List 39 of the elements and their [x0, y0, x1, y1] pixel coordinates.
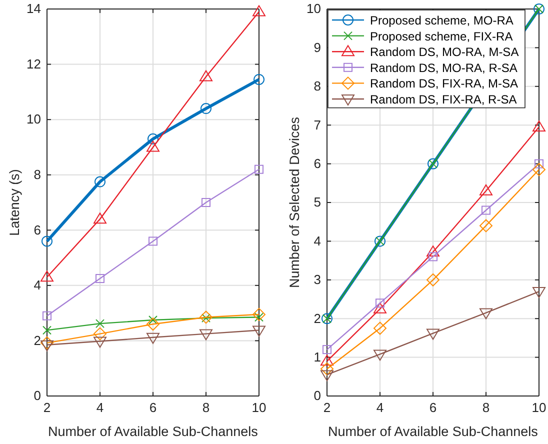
y-axis-title: Number of Selected Devices	[287, 116, 302, 288]
x-tick-label: 4	[96, 400, 104, 416]
legend-label: Proposed scheme, FIX-RA	[370, 29, 513, 44]
legend-label: Random DS, FIX-RA, R-SA	[370, 92, 517, 106]
x-tick-label: 10	[532, 400, 546, 416]
legend-label: Proposed scheme, MO-RA	[370, 14, 514, 28]
y-tick-label: 10	[26, 112, 41, 127]
legend-label: Random DS, FIX-RA, M-SA	[370, 76, 518, 91]
y-tick-label: 0	[34, 388, 41, 404]
y-tick-label: 2	[34, 332, 41, 348]
x-tick-label: 6	[429, 400, 437, 416]
y-tick-label: 4	[34, 278, 41, 293]
y-tick-label: 4	[314, 233, 321, 248]
y-tick-label: 3	[314, 272, 321, 288]
y-tick-label: 2	[314, 310, 321, 326]
y-tick-label: 0	[314, 388, 321, 404]
y-tick-label: 12	[26, 56, 41, 72]
y-tick-label: 8	[314, 78, 321, 94]
y-tick-label: 7	[314, 117, 321, 132]
x-tick-label: 8	[482, 400, 490, 416]
y-tick-label: 10	[306, 1, 321, 16]
y-tick-label: 9	[314, 40, 321, 55]
y-tick-label: 6	[34, 222, 41, 238]
x-tick-label: 2	[43, 400, 51, 416]
y-tick-label: 5	[314, 194, 321, 210]
x-tick-label: 2	[323, 400, 331, 416]
x-tick-label: 10	[252, 400, 266, 416]
x-tick-label: 8	[202, 400, 210, 416]
y-tick-label: 6	[314, 156, 321, 171]
y-tick-label: 14	[26, 1, 41, 16]
legend-label: Random DS, MO-RA, R-SA	[370, 60, 518, 75]
x-axis-title: Number of Available Sub-Channels	[328, 424, 538, 439]
y-tick-label: 1	[314, 349, 321, 364]
y-axis-title: Latency (s)	[7, 169, 22, 236]
x-tick-label: 4	[376, 400, 384, 416]
x-axis-title: Number of Available Sub-Channels	[48, 424, 258, 439]
legend-label: Random DS, MO-RA, M-SA	[370, 45, 519, 60]
x-tick-label: 6	[149, 400, 157, 416]
y-tick-label: 8	[34, 167, 41, 182]
